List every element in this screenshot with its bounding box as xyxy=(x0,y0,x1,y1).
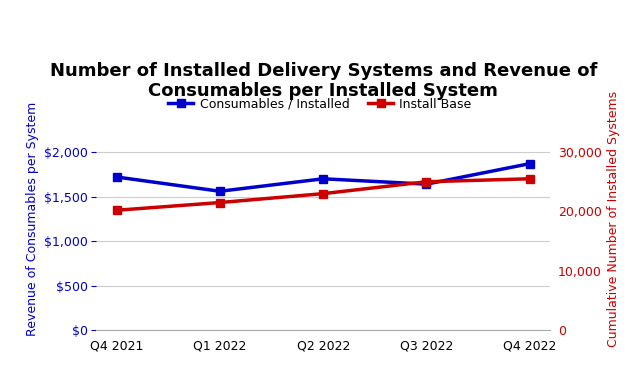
Install Base xyxy=(319,191,327,196)
Line: Consumables / Installed: Consumables / Installed xyxy=(113,159,534,195)
Line: Install Base: Install Base xyxy=(113,175,534,214)
Legend: Consumables / Installed, Install Base: Consumables / Installed, Install Base xyxy=(163,93,477,116)
Title: Number of Installed Delivery Systems and Revenue of
Consumables per Installed Sy: Number of Installed Delivery Systems and… xyxy=(49,61,597,100)
Y-axis label: Revenue of Consumables per System: Revenue of Consumables per System xyxy=(26,102,39,336)
Install Base xyxy=(422,179,430,184)
Consumables / Installed xyxy=(113,175,120,179)
Install Base xyxy=(216,200,224,205)
Consumables / Installed xyxy=(422,182,430,187)
Consumables / Installed xyxy=(216,189,224,194)
Install Base xyxy=(526,177,534,181)
Consumables / Installed xyxy=(319,177,327,181)
Consumables / Installed xyxy=(526,161,534,166)
Y-axis label: Cumulative Number of Installed Systems: Cumulative Number of Installed Systems xyxy=(607,91,620,347)
Install Base xyxy=(113,208,120,213)
